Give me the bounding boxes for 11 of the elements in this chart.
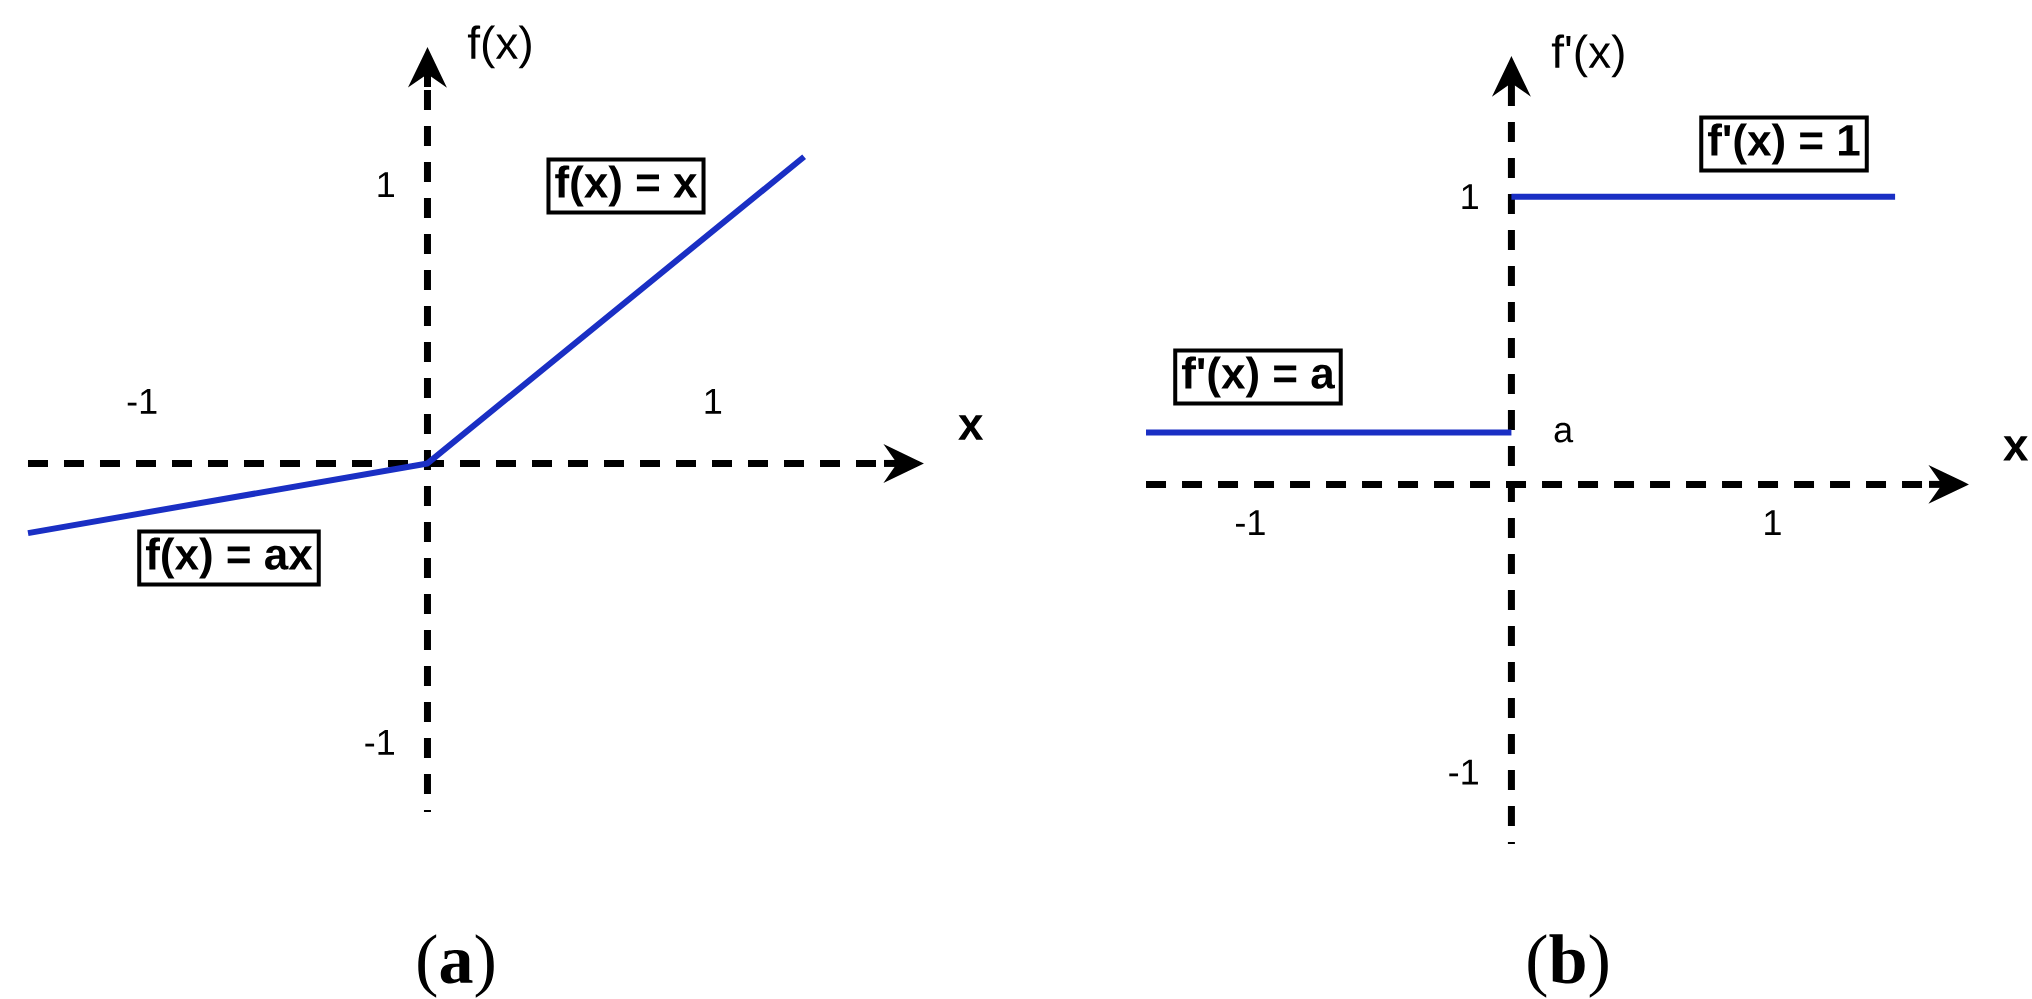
annotation: f(x) = x [555,165,698,207]
text: (b) [1528,934,1608,998]
annotation: f'(x) = 1 [1707,123,1860,165]
annotation: a [1554,422,1574,443]
y-axis-title: f'(x) [1551,34,1624,78]
annotation: f(x) = ax [145,537,313,579]
x-axis-title: x [2003,436,2029,461]
annotation: f'(x) = a [1181,356,1335,398]
y-axis-title: f(x) [467,25,531,69]
x-axis-title: x [958,415,984,440]
text: (a) [418,934,494,998]
